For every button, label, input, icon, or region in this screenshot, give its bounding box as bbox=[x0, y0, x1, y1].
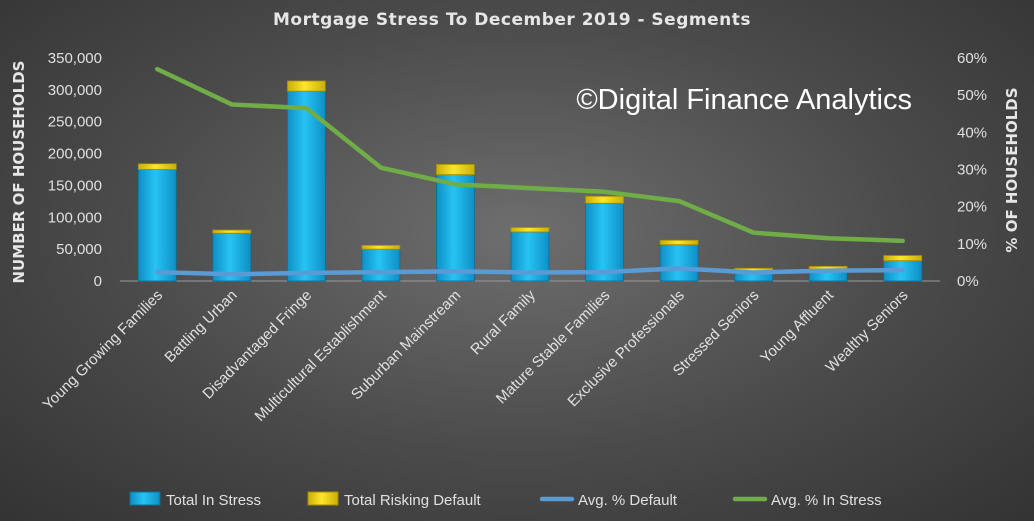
bar-total-in-stress bbox=[436, 174, 475, 282]
bar-total-in-stress bbox=[361, 248, 401, 282]
category-label: Wealthy Seniors bbox=[822, 287, 911, 376]
bar-total-risking-default bbox=[137, 163, 177, 170]
bar-total-in-stress bbox=[137, 169, 177, 282]
bar-total-risking-default bbox=[585, 195, 624, 204]
bar-total-risking-default bbox=[286, 80, 326, 92]
watermark: ©Digital Finance Analytics bbox=[576, 84, 912, 116]
legend-swatch bbox=[129, 491, 161, 506]
category-label: Multicultural Establishment bbox=[252, 286, 391, 425]
left-tick-label: 300,000 bbox=[48, 82, 102, 99]
left-tick-label: 250,000 bbox=[48, 114, 102, 131]
left-tick-label: 350,000 bbox=[48, 50, 102, 67]
bar-total-risking-default bbox=[510, 227, 550, 233]
bar-total-risking-default bbox=[361, 244, 401, 250]
left-tick-label: 50,000 bbox=[56, 241, 102, 258]
right-tick-label: 30% bbox=[957, 162, 987, 179]
bar-total-risking-default bbox=[659, 239, 699, 246]
left-axis-ticks: 0 50,000 100,000 150,000 200,000 250,000 300,0… bbox=[48, 50, 102, 290]
lines-group bbox=[155, 66, 905, 277]
legend: Total In Stress Total Risking Default Avg.… bbox=[129, 491, 882, 509]
right-tick-label: 50% bbox=[957, 87, 987, 104]
right-axis-title: % OF HOUSEHOLDS bbox=[1003, 87, 1021, 252]
left-tick-label: 100,000 bbox=[48, 209, 102, 226]
bar-total-in-stress bbox=[286, 90, 326, 282]
right-tick-label: 20% bbox=[957, 199, 987, 216]
right-axis-ticks: 0% 10% 20% 30% 40% 50% 60% bbox=[957, 50, 987, 290]
legend-item-total-in-stress: Total In Stress bbox=[129, 491, 261, 509]
category-label: Young Growing Families bbox=[40, 287, 167, 414]
right-tick-label: 40% bbox=[957, 124, 987, 141]
legend-label: Total In Stress bbox=[166, 492, 261, 509]
chart-title: Mortgage Stress To December 2019 - Segme… bbox=[273, 10, 751, 30]
legend-item-avg-default: Avg. % Default bbox=[539, 492, 678, 509]
bar-total-risking-default bbox=[436, 164, 475, 175]
bar-total-risking-default bbox=[883, 255, 923, 262]
bar-total-risking-default bbox=[212, 229, 252, 234]
left-axis-title: NUMBER OF HOUSEHOLDS bbox=[10, 61, 28, 284]
left-tick-label: 150,000 bbox=[48, 177, 102, 194]
left-tick-label: 200,000 bbox=[48, 146, 102, 163]
category-label: Rural Family bbox=[467, 286, 539, 358]
left-tick-label: 0 bbox=[94, 273, 102, 290]
line-avg-default bbox=[155, 266, 905, 277]
bar-total-in-stress bbox=[659, 244, 699, 282]
line-avg-in-stress bbox=[155, 66, 905, 244]
right-tick-label: 60% bbox=[957, 50, 987, 67]
category-label: Battling Urban bbox=[161, 287, 240, 366]
right-tick-label: 10% bbox=[957, 236, 987, 253]
legend-label: Avg. % In Stress bbox=[771, 492, 882, 509]
legend-label: Avg. % Default bbox=[578, 492, 678, 509]
legend-label: Total Risking Default bbox=[344, 492, 482, 509]
right-tick-label: 0% bbox=[957, 273, 979, 290]
category-label: Young Affluent bbox=[757, 286, 837, 366]
legend-swatch bbox=[307, 491, 339, 506]
bars-group bbox=[137, 80, 923, 282]
legend-item-total-risking-default: Total Risking Default bbox=[307, 491, 482, 509]
legend-item-avg-in-stress: Avg. % In Stress bbox=[732, 492, 882, 509]
